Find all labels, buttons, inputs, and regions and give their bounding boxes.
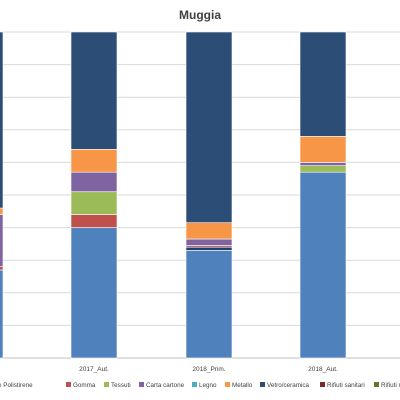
bar-segment xyxy=(0,266,4,271)
bar-stack-2018_Aut. xyxy=(299,31,347,359)
bar-segment xyxy=(299,31,347,137)
legend-item: Tessuti xyxy=(104,382,131,389)
bar-segment xyxy=(185,238,233,246)
bar-stack-2017_Aut. xyxy=(70,31,118,359)
legend-swatch xyxy=(139,382,144,387)
bar-segment xyxy=(185,250,233,359)
partial-bar-cropped xyxy=(0,31,4,359)
legend-item: Rifiuti sanitari xyxy=(320,382,365,389)
legend-label: Gomma xyxy=(73,382,96,389)
legend-item: Metallo xyxy=(225,382,253,389)
bar-segment xyxy=(185,246,233,251)
bar-segment xyxy=(70,214,118,228)
legend-label: Rifiuti medi xyxy=(381,382,400,389)
legend-label: Metallo xyxy=(232,382,253,389)
legend-swatch xyxy=(192,382,197,387)
legend-item: Gomma xyxy=(66,382,96,389)
legend-item: Vetro/ceramica xyxy=(260,382,309,389)
legend-label: Tessuti xyxy=(111,382,131,389)
bar-segment xyxy=(0,31,4,209)
bar-segment xyxy=(70,191,118,215)
legend-label: Carta cartone xyxy=(146,382,185,389)
bars xyxy=(70,31,347,359)
legend-label: Rifiuti sanitari xyxy=(327,382,365,389)
legend-item: e Polistirene xyxy=(0,382,33,389)
legend-label: Vetro/ceramica xyxy=(267,382,309,389)
bar-segment xyxy=(70,227,118,359)
bar-segment xyxy=(299,171,347,359)
bar-segment xyxy=(70,31,118,150)
chart-title: Muggia xyxy=(179,8,221,22)
bar-segment xyxy=(299,162,347,166)
legend-label: e Polistirene xyxy=(0,382,33,389)
bar-segment xyxy=(299,165,347,173)
legend: e Polistirene Gomma Tessuti Carta cartone Le… xyxy=(0,382,400,389)
bar-segment xyxy=(299,136,347,163)
bar-segment xyxy=(70,149,118,173)
legend-swatch xyxy=(104,382,109,387)
bar-segment xyxy=(0,269,4,359)
legend-swatch xyxy=(260,382,265,387)
bar-segment xyxy=(0,207,4,215)
bar-segment xyxy=(0,214,4,268)
legend-item: Legno xyxy=(192,382,217,389)
bar-segment xyxy=(185,222,233,240)
legend-item: Rifiuti medi xyxy=(374,382,400,389)
legend-swatch xyxy=(374,382,379,387)
legend-swatch xyxy=(225,382,230,387)
x-tick-label: 2018_Aut. xyxy=(308,366,338,373)
x-tick-label: 2018_Prim. xyxy=(192,366,225,373)
bar-segment xyxy=(70,171,118,193)
legend-swatch xyxy=(66,382,71,387)
legend-label: Legno xyxy=(199,382,217,389)
legend-item: Carta cartone xyxy=(139,382,185,389)
legend-swatch xyxy=(320,382,325,387)
bar-stack-2018_Prim. xyxy=(185,31,233,359)
bar-segment xyxy=(185,31,233,224)
x-tick-label: 2017_Aut. xyxy=(79,366,109,373)
x-axis-tick-labels: 2017_Aut. 2018_Prim. 2018_Aut. xyxy=(79,366,338,373)
